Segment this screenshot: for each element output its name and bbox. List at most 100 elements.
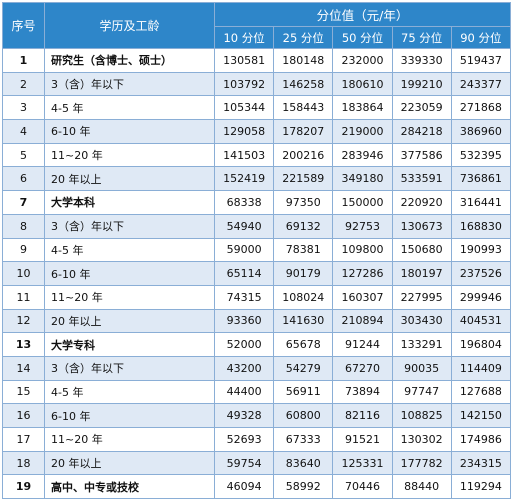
cell-p75: 130673 bbox=[391, 213, 452, 239]
row-education-label: 大学本科 bbox=[44, 190, 215, 215]
row-index: 4 bbox=[2, 119, 45, 144]
row-education-label: 11~20 年 bbox=[44, 284, 215, 310]
table-row: 11 11~20 年 74315 108024 160307 227995 299946 bbox=[2, 284, 512, 310]
table-body: 1 研究生（含博士、硕士） 130581 180148 232000 339330 5194… bbox=[2, 48, 512, 500]
cell-p10: 52000 bbox=[213, 332, 275, 357]
cell-p75: 150680 bbox=[391, 237, 452, 263]
cell-p50: 150000 bbox=[332, 190, 393, 215]
cell-p90: 404531 bbox=[450, 308, 512, 334]
cell-p25: 180148 bbox=[273, 48, 334, 73]
cell-p25: 178207 bbox=[273, 119, 334, 144]
cell-p10: 54940 bbox=[213, 213, 275, 239]
cell-p75: 108825 bbox=[391, 403, 452, 428]
cell-p25: 54279 bbox=[273, 355, 334, 381]
cell-p50: 160307 bbox=[332, 284, 393, 310]
cell-p90: 196804 bbox=[450, 332, 512, 357]
cell-p90: 114409 bbox=[450, 355, 512, 381]
cell-p75: 377586 bbox=[391, 142, 452, 168]
table-row: 7 大学本科 68338 97350 150000 220920 316441 bbox=[2, 190, 512, 215]
cell-p25: 221589 bbox=[273, 166, 334, 192]
row-education-label: 20 年以上 bbox=[44, 166, 215, 192]
table-row: 19 高中、中专或技校 46094 58992 70446 88440 119294 bbox=[2, 474, 512, 500]
cell-p75: 227995 bbox=[391, 284, 452, 310]
cell-p75: 303430 bbox=[391, 308, 452, 334]
cell-p50: 109800 bbox=[332, 237, 393, 263]
cell-p90: 316441 bbox=[450, 190, 512, 215]
row-education-label: 3（含）年以下 bbox=[44, 355, 215, 381]
row-index: 14 bbox=[2, 355, 45, 381]
row-education-label: 6-10 年 bbox=[44, 261, 215, 286]
cell-p90: 299946 bbox=[450, 284, 512, 310]
row-index: 1 bbox=[2, 48, 45, 73]
cell-p10: 130581 bbox=[213, 48, 275, 73]
cell-p90: 243377 bbox=[450, 71, 512, 97]
cell-p10: 93360 bbox=[213, 308, 275, 334]
cell-p75: 133291 bbox=[391, 332, 452, 357]
row-index: 19 bbox=[2, 474, 45, 500]
cell-p25: 60800 bbox=[273, 403, 334, 428]
cell-p25: 65678 bbox=[273, 332, 334, 357]
table-row: 9 4-5 年 59000 78381 109800 150680 190993 bbox=[2, 237, 512, 263]
cell-p25: 108024 bbox=[273, 284, 334, 310]
cell-p50: 180610 bbox=[332, 71, 393, 97]
cell-p90: 142150 bbox=[450, 403, 512, 428]
row-education-label: 4-5 年 bbox=[44, 237, 215, 263]
cell-p10: 44400 bbox=[213, 379, 275, 405]
cell-p10: 49328 bbox=[213, 403, 275, 428]
cell-p50: 183864 bbox=[332, 95, 393, 121]
cell-p10: 129058 bbox=[213, 119, 275, 144]
cell-p75: 223059 bbox=[391, 95, 452, 121]
row-index: 18 bbox=[2, 450, 45, 476]
cell-p10: 74315 bbox=[213, 284, 275, 310]
table-row: 14 3（含）年以下 43200 54279 67270 90035 114409 bbox=[2, 355, 512, 381]
row-education-label: 研究生（含博士、硕士） bbox=[44, 48, 215, 73]
header-index: 序号 bbox=[2, 2, 45, 49]
row-index: 9 bbox=[2, 237, 45, 263]
cell-p25: 141630 bbox=[273, 308, 334, 334]
cell-p90: 168830 bbox=[450, 213, 512, 239]
table-row: 5 11~20 年 141503 200216 283946 377586 532395 bbox=[2, 142, 512, 168]
table-row: 12 20 年以上 93360 141630 210894 303430 404531 bbox=[2, 308, 512, 334]
cell-p75: 199210 bbox=[391, 71, 452, 97]
row-index: 2 bbox=[2, 71, 45, 97]
table-row: 3 4-5 年 105344 158443 183864 223059 271868 bbox=[2, 95, 512, 121]
cell-p10: 65114 bbox=[213, 261, 275, 286]
cell-p50: 92753 bbox=[332, 213, 393, 239]
cell-p25: 58992 bbox=[273, 474, 334, 500]
table-row: 16 6-10 年 49328 60800 82116 108825 142150 bbox=[2, 403, 512, 428]
cell-p50: 219000 bbox=[332, 119, 393, 144]
row-index: 12 bbox=[2, 308, 45, 334]
cell-p25: 200216 bbox=[273, 142, 334, 168]
cell-p25: 78381 bbox=[273, 237, 334, 263]
cell-p10: 103792 bbox=[213, 71, 275, 97]
cell-p25: 56911 bbox=[273, 379, 334, 405]
cell-p75: 533591 bbox=[391, 166, 452, 192]
table-row: 2 3（含）年以下 103792 146258 180610 199210 243377 bbox=[2, 71, 512, 97]
cell-p25: 158443 bbox=[273, 95, 334, 121]
row-education-label: 3（含）年以下 bbox=[44, 71, 215, 97]
cell-p50: 349180 bbox=[332, 166, 393, 192]
header-p10: 10 分位 bbox=[213, 26, 275, 49]
row-index: 7 bbox=[2, 190, 45, 215]
cell-p75: 97747 bbox=[391, 379, 452, 405]
row-education-label: 大学专科 bbox=[44, 332, 215, 357]
table-row: 8 3（含）年以下 54940 69132 92753 130673 168830 bbox=[2, 213, 512, 239]
row-education-label: 20 年以上 bbox=[44, 308, 215, 334]
table-header: 序号 学历及工龄 分位值（元/年） 10 分位 25 分位 50 分位 75 分… bbox=[2, 2, 512, 49]
row-index: 6 bbox=[2, 166, 45, 192]
cell-p50: 232000 bbox=[332, 48, 393, 73]
cell-p90: 237526 bbox=[450, 261, 512, 286]
cell-p75: 90035 bbox=[391, 355, 452, 381]
row-education-label: 20 年以上 bbox=[44, 450, 215, 476]
cell-p50: 91521 bbox=[332, 427, 393, 452]
header-p90: 90 分位 bbox=[450, 26, 512, 49]
row-index: 11 bbox=[2, 284, 45, 310]
cell-p25: 83640 bbox=[273, 450, 334, 476]
row-index: 17 bbox=[2, 427, 45, 452]
table-row: 6 20 年以上 152419 221589 349180 533591 736861 bbox=[2, 166, 512, 192]
cell-p50: 73894 bbox=[332, 379, 393, 405]
cell-p75: 180197 bbox=[391, 261, 452, 286]
row-index: 3 bbox=[2, 95, 45, 121]
cell-p75: 284218 bbox=[391, 119, 452, 144]
cell-p10: 68338 bbox=[213, 190, 275, 215]
